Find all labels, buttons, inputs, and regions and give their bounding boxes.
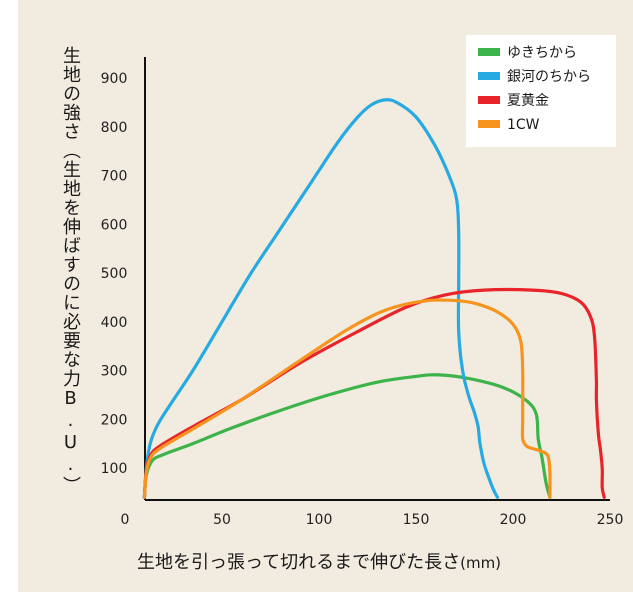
y-tick-label: 900: [101, 71, 128, 87]
series-line: [142, 98, 500, 499]
y-tick-label: 200: [101, 412, 128, 428]
legend-label: ゆきちから: [507, 45, 577, 61]
y-tick-label: 700: [101, 169, 128, 185]
x-tick-label: 250: [597, 512, 624, 528]
legend-label: 1CW: [507, 117, 540, 133]
y-tick-label: 800: [101, 120, 128, 136]
y-tick-label: 600: [101, 217, 128, 233]
x-axis-title-group: 生地を引っ張って切れるまで伸びた長さ(mm): [137, 552, 501, 573]
y-tick-label: 500: [101, 266, 128, 282]
legend-swatch: [478, 48, 500, 56]
x-tick-label: 50: [213, 512, 231, 528]
x-axis-tick-labels: 0 50 100 150 200 250: [121, 512, 624, 528]
x-tick-label: 0: [121, 512, 130, 528]
x-axis-unit: (mm): [460, 554, 501, 572]
legend-label: 夏黄金: [507, 92, 549, 109]
y-axis-title: 生地の強さ（生地を伸ばすのに必要な力B.U.）: [60, 46, 81, 495]
legend-swatch: [478, 120, 500, 128]
series-line: [142, 287, 606, 499]
x-axis-title: 生地を引っ張って切れるまで伸びた長さ: [137, 552, 460, 573]
x-tick-label: 150: [403, 512, 430, 528]
series-lines: [142, 98, 606, 499]
series-line: [142, 298, 552, 499]
series-line: [142, 373, 552, 499]
x-tick-label: 200: [500, 512, 527, 528]
legend-swatch: [478, 72, 500, 80]
y-axis-tick-labels: 100 200 300 400 500 600 700 800 900: [101, 71, 128, 477]
legend-swatch: [478, 96, 500, 104]
y-tick-label: 400: [101, 315, 128, 331]
legend-label: 銀河のちから: [507, 69, 591, 85]
y-tick-label: 100: [101, 461, 128, 477]
x-tick-label: 100: [306, 512, 333, 528]
y-tick-label: 300: [101, 364, 128, 380]
